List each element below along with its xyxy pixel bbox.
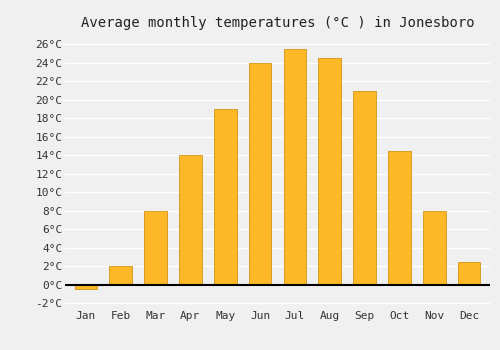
Bar [179, 155, 202, 285]
Bar [214, 109, 236, 285]
Bar [74, 285, 97, 289]
Bar [284, 49, 306, 285]
Bar [318, 58, 341, 285]
Bar [458, 262, 480, 285]
Title: Average monthly temperatures (°C ) in Jonesboro: Average monthly temperatures (°C ) in Jo… [80, 16, 474, 30]
Bar [144, 211, 167, 285]
Bar [388, 151, 410, 285]
Bar [249, 63, 272, 285]
Bar [110, 266, 132, 285]
Bar [423, 211, 446, 285]
Bar [354, 91, 376, 285]
